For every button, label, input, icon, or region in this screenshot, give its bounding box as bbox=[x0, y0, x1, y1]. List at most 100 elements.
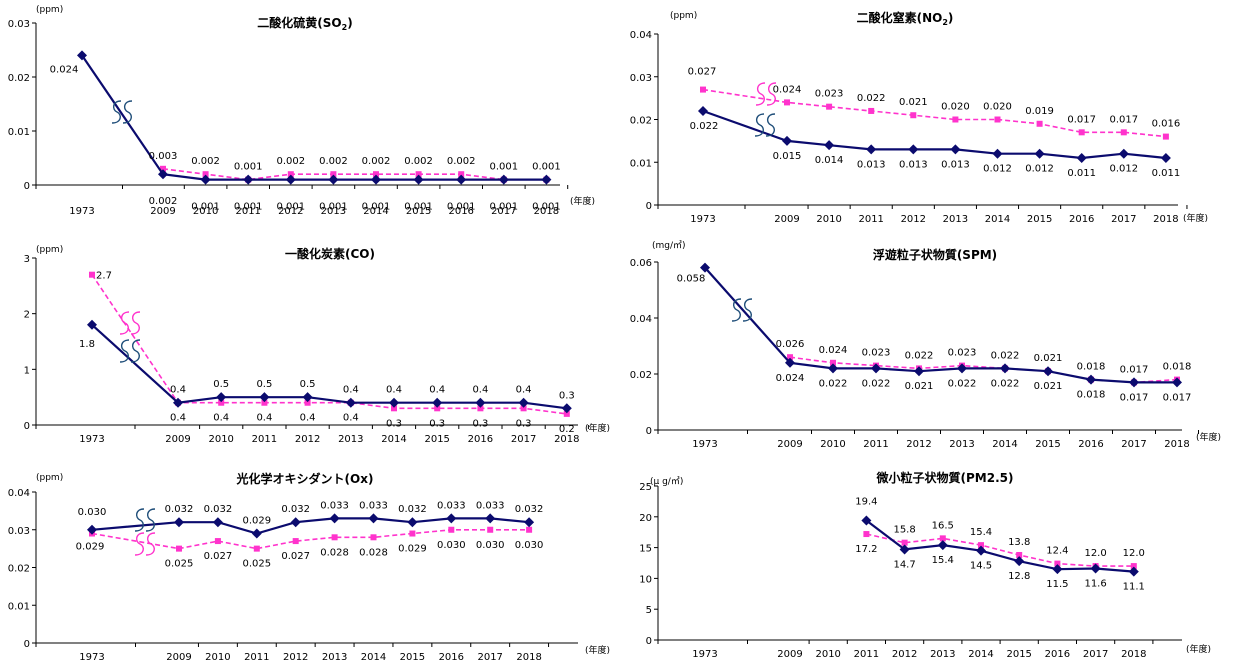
data-label-b: 0.002 bbox=[319, 156, 348, 167]
data-label-b: 0.023 bbox=[862, 348, 891, 359]
data-point-a bbox=[561, 403, 572, 414]
data-label-b: 0.018 bbox=[1077, 362, 1106, 373]
data-label-a: 0.013 bbox=[941, 159, 970, 170]
x-tick-label: 2018 bbox=[554, 434, 579, 445]
data-label-a: 0.017 bbox=[1163, 392, 1192, 403]
x-tick-label: 2012 bbox=[901, 214, 926, 225]
data-point-b bbox=[89, 271, 95, 278]
x-tick-label: 2016 bbox=[439, 652, 464, 663]
data-label-b: 0.002 bbox=[362, 156, 391, 167]
data-point-b bbox=[370, 534, 377, 541]
data-point-b bbox=[373, 171, 379, 178]
data-point-a bbox=[950, 144, 961, 155]
data-point-a bbox=[1034, 148, 1045, 159]
y-tick-label: 0.04 bbox=[630, 30, 652, 41]
data-label-a: 0.032 bbox=[398, 504, 427, 515]
series-line-b bbox=[91, 529, 530, 550]
data-label-b: 0.4 bbox=[170, 413, 186, 424]
axis-break-mark bbox=[130, 339, 141, 363]
data-point-b bbox=[160, 165, 166, 172]
data-point-b bbox=[1130, 563, 1137, 570]
chart-title: 二酸化窒素(NO2) bbox=[857, 10, 954, 27]
data-label-b: 16.5 bbox=[932, 520, 954, 531]
data-point-a bbox=[1172, 377, 1182, 388]
data-point-b bbox=[1054, 560, 1061, 567]
data-point-b bbox=[287, 171, 294, 178]
y-tick-label: 0.01 bbox=[630, 158, 652, 169]
x-tick-label: 2012 bbox=[278, 206, 303, 217]
y-unit-label: (ppm) bbox=[36, 473, 63, 483]
data-point-a bbox=[174, 517, 184, 528]
data-point-a bbox=[937, 540, 948, 551]
data-point-a bbox=[328, 174, 339, 185]
chart-spm: 浮遊粒子状物質(SPM) (mg/㎥) 0 0.02 0.04 0.06 1973 2009 2… bbox=[630, 240, 1221, 450]
data-point-a bbox=[285, 174, 296, 185]
data-label-b: 0.025 bbox=[242, 559, 271, 570]
chart-title: 微小粒子状物質(PM2.5) bbox=[876, 470, 1014, 485]
data-point-b bbox=[253, 545, 260, 552]
data-point-b bbox=[409, 530, 416, 537]
axis-break-mark bbox=[766, 82, 777, 106]
data-point-b bbox=[261, 399, 268, 406]
x-tick-label: 2009 bbox=[166, 652, 191, 663]
data-point-b bbox=[477, 405, 484, 412]
data-point-a bbox=[1076, 152, 1087, 163]
data-point-b bbox=[415, 171, 422, 178]
chart-title: 一酸化炭素(CO) bbox=[285, 246, 375, 261]
data-point-a bbox=[957, 363, 967, 374]
series-line-a bbox=[865, 519, 1134, 573]
y-tick-label: 0 bbox=[646, 636, 652, 647]
data-label-a: 0.011 bbox=[1067, 168, 1096, 179]
data-point-b bbox=[526, 526, 533, 533]
data-label-a: 0.4 bbox=[386, 385, 402, 396]
data-label-b: 0.002 bbox=[447, 156, 476, 167]
data-label-b: 13.8 bbox=[1008, 537, 1030, 548]
data-label-b: 0.022 bbox=[857, 93, 886, 104]
data-point-b bbox=[1036, 120, 1043, 127]
data-label-a: 1.8 bbox=[79, 339, 95, 350]
data-label-b: 0.003 bbox=[149, 151, 178, 162]
data-label-a: 0.001 bbox=[276, 202, 305, 213]
data-point-b bbox=[787, 354, 793, 361]
data-label-a: 0.013 bbox=[857, 159, 886, 170]
y-tick-label: 15 bbox=[639, 544, 652, 555]
data-label-b: 0.020 bbox=[983, 102, 1012, 113]
y-tick-label: 0.01 bbox=[8, 601, 30, 612]
y-tick-label: 0.03 bbox=[8, 526, 30, 537]
x-tick-label: 2017 bbox=[1121, 439, 1146, 450]
y-tick-label: 0 bbox=[24, 421, 30, 432]
x-tick-label: 2018 bbox=[1164, 439, 1189, 450]
data-label-a: 0.3 bbox=[559, 390, 575, 401]
data-point-b bbox=[1016, 551, 1023, 558]
data-point-a bbox=[1000, 363, 1010, 374]
x-tick-label: 2017 bbox=[1083, 649, 1108, 660]
data-label-a: 0.4 bbox=[472, 385, 488, 396]
data-point-b bbox=[830, 359, 836, 366]
data-label-a: 0.001 bbox=[191, 202, 220, 213]
x-tick-label: 2012 bbox=[906, 439, 931, 450]
data-point-b bbox=[1078, 129, 1085, 136]
axis-break-mark bbox=[731, 298, 742, 322]
data-label-b: 0.023 bbox=[815, 89, 844, 100]
data-point-b bbox=[978, 542, 984, 549]
data-point-a bbox=[824, 140, 835, 151]
axis-break-mark bbox=[765, 113, 776, 137]
data-label-b: 0.017 bbox=[1120, 364, 1149, 375]
axis-break-mark bbox=[145, 508, 156, 532]
data-label-a: 0.033 bbox=[359, 500, 388, 511]
data-label-b: 0.4 bbox=[300, 413, 316, 424]
x-tick-label: 2017 bbox=[477, 652, 502, 663]
x-tick-label: 1973 bbox=[692, 649, 717, 660]
x-tick-label: 2010 bbox=[193, 206, 218, 217]
data-label-b: 0.3 bbox=[516, 418, 532, 429]
x-tick-label: 2015 bbox=[400, 652, 425, 663]
data-point-b bbox=[292, 538, 299, 545]
axis-break-mark bbox=[122, 100, 133, 124]
data-point-b bbox=[994, 116, 1001, 123]
data-label-b: 0.022 bbox=[991, 350, 1020, 361]
x-tick-label: 2018 bbox=[516, 652, 541, 663]
x-tick-label: 2016 bbox=[448, 206, 473, 217]
data-label-a: 0.032 bbox=[515, 504, 544, 515]
data-label-a: 0.024 bbox=[776, 373, 805, 384]
x-tick-label: 2009 bbox=[777, 649, 802, 660]
